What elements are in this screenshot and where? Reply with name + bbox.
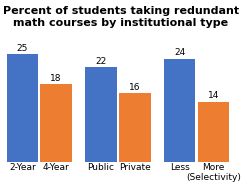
Bar: [7, 54, 38, 162]
Text: 22: 22: [96, 57, 107, 66]
Bar: [40, 84, 72, 162]
Title: Percent of students taking redundant
math courses by institutional type: Percent of students taking redundant mat…: [3, 6, 239, 28]
Bar: [164, 59, 196, 162]
Text: 16: 16: [129, 83, 140, 92]
Bar: [198, 102, 229, 162]
Text: 18: 18: [50, 74, 62, 83]
Bar: [119, 93, 150, 162]
Bar: [85, 67, 117, 162]
Text: 14: 14: [208, 91, 219, 100]
Text: 24: 24: [174, 48, 185, 57]
Text: 25: 25: [17, 44, 28, 53]
